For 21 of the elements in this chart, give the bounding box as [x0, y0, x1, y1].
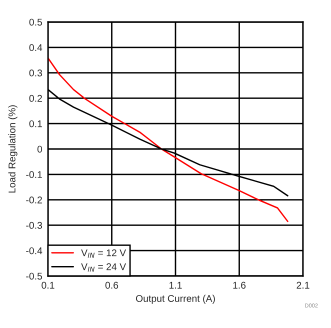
x-tick-label: 0.6 — [105, 282, 118, 289]
x-tick-label: 2.1 — [296, 282, 310, 289]
line-series — [48, 57, 288, 222]
x-tick-label: 1.1 — [169, 282, 182, 289]
y-tick-label: 0.3 — [29, 70, 42, 76]
y-tick-label: -0.3 — [26, 222, 42, 229]
y-axis-title: Load Regulation (%) — [8, 105, 18, 193]
legend-label: V$_{IN}$ = 12 V — [81, 249, 126, 258]
y-tick-label: -0.4 — [26, 247, 42, 254]
y-tick-label: -0.2 — [26, 196, 42, 204]
legend-label: V$_{IN}$ = 24 V — [81, 263, 126, 272]
y-tick-label: -0.5 — [26, 272, 42, 280]
y-tick-label: -0.1 — [26, 171, 42, 178]
y-tick-label: 0.4 — [29, 44, 42, 52]
x-tick-label: 1.6 — [233, 282, 246, 289]
x-tick-label: 0.1 — [42, 282, 54, 289]
y-tick-label: 0.5 — [29, 18, 42, 26]
x-axis-title: Output Current (A) — [136, 294, 215, 304]
y-tick-label: 0.2 — [29, 94, 42, 102]
y-tick-label: 0.1 — [29, 120, 42, 128]
y-tick-label: 0 — [37, 146, 42, 153]
